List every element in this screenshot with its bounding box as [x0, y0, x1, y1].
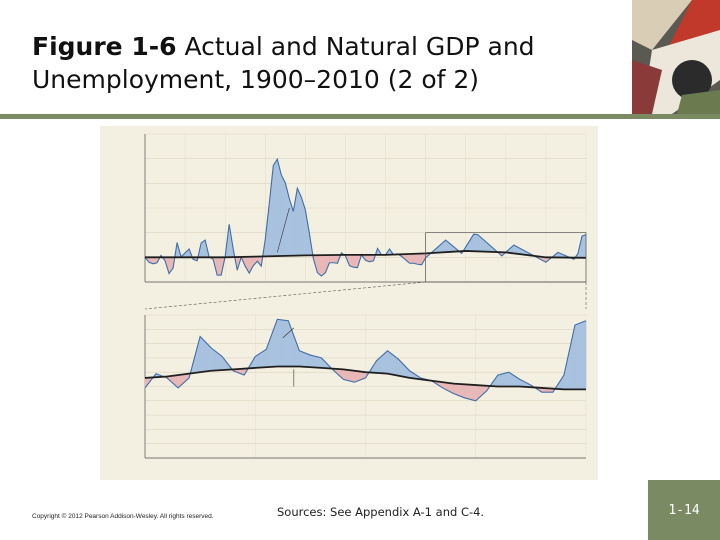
natural-unemployment-line — [144, 365, 586, 391]
top-chart — [144, 133, 587, 283]
bottom-chart — [144, 314, 587, 459]
figure-number: Figure 1-6 — [32, 32, 177, 61]
title-divider — [0, 114, 720, 119]
actual-unemployment-line — [144, 157, 587, 277]
annotation-pointer-natural-top — [277, 207, 290, 253]
figure — [144, 133, 587, 459]
annotation-pointer-actual-bottom — [282, 327, 295, 339]
zoom-connectors — [144, 232, 587, 310]
actual-unemployment-line — [144, 318, 587, 402]
gap-above-natural — [145, 158, 587, 258]
zoom-region-box — [425, 232, 587, 283]
slide-number: 1-14 — [648, 480, 720, 540]
slide-title: Figure 1-6 Actual and Natural GDP and Un… — [32, 30, 612, 96]
natural-unemployment-line — [145, 250, 587, 259]
copyright-notice: Copyright © 2012 Pearson Addison-Wesley.… — [32, 513, 214, 520]
figure-caption: Actual and Natural GDP and Unemployment,… — [32, 32, 535, 94]
sources-note: Sources: See Appendix A-1 and C-4. — [277, 505, 485, 519]
zoom-connector-left — [144, 281, 426, 310]
decorative-artwork — [632, 0, 720, 114]
figure-background — [100, 126, 598, 480]
